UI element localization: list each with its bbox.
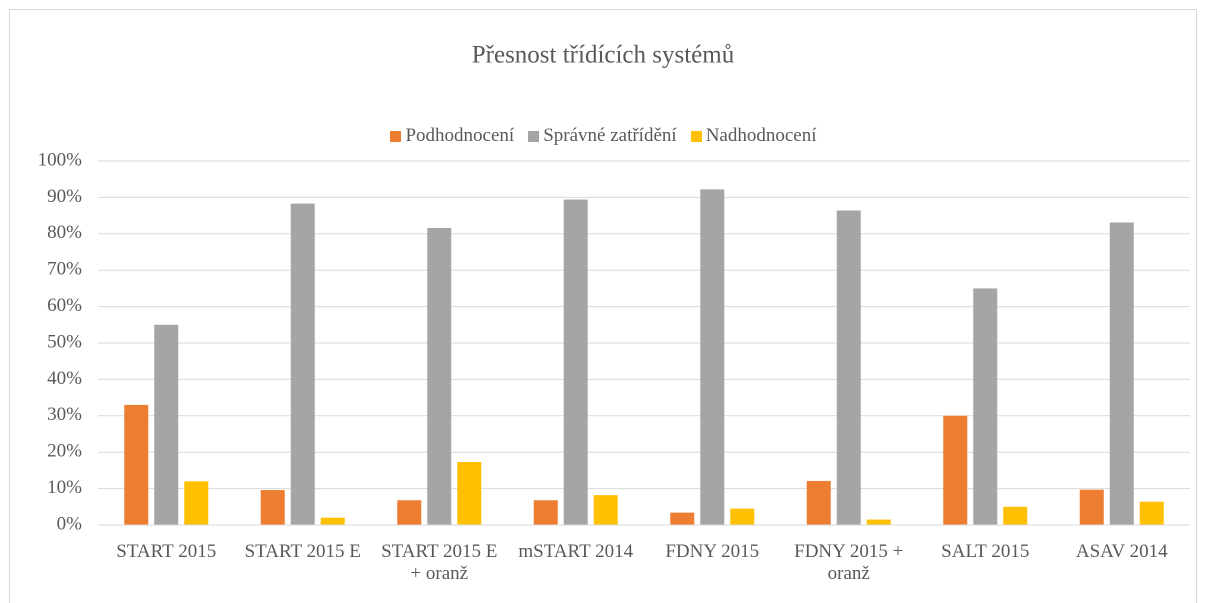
bar: [533, 500, 558, 525]
legend-item: Nadhodnocení: [690, 125, 817, 147]
x-tick-label: mSTART 2014: [518, 541, 634, 562]
x-tick-label: FDNY 2015: [665, 541, 760, 562]
legend-item: Správné zatřídění: [528, 125, 677, 147]
x-tick-label: FDNY 2015 + oranž: [794, 541, 904, 584]
legend-item: Podhodnocení: [390, 125, 514, 147]
bar: [1003, 506, 1028, 525]
bar: [457, 462, 482, 525]
y-tick-label: 10%: [47, 477, 82, 498]
y-tick-label: 60%: [47, 295, 82, 316]
bar: [1109, 222, 1134, 526]
legend: Podhodnocení Správné zatřídění Nadhodnocen…: [0, 125, 1207, 147]
bar: [593, 495, 618, 525]
bar: [154, 324, 179, 525]
bar: [943, 415, 968, 525]
y-tick-label: 100%: [38, 149, 83, 170]
x-tick-label: SALT 2015: [941, 541, 1030, 562]
x-tick-label: ASAV 2014: [1075, 541, 1168, 562]
bar: [973, 288, 998, 525]
bar: [124, 404, 149, 525]
legend-swatch: [528, 130, 540, 142]
legend-label: Podhodnocení: [405, 125, 515, 146]
legend-label: Správné zatřídění: [543, 125, 677, 146]
y-tick-label: 40%: [47, 368, 82, 389]
chart-border: [9, 9, 1197, 603]
x-tick-label: START 2015 E + oranž: [381, 541, 498, 584]
y-tick-label: 90%: [47, 186, 82, 207]
legend-swatch: [690, 130, 702, 142]
x-tick-label: START 2015: [116, 541, 217, 562]
bar: [670, 512, 695, 525]
bar: [397, 500, 422, 525]
chart-title: Přesnost třídících systémů: [472, 42, 735, 69]
bar: [730, 508, 755, 525]
bar: [260, 490, 285, 525]
y-tick-label: 20%: [47, 441, 82, 462]
bar: [427, 227, 452, 525]
y-tick-label: 0%: [57, 513, 83, 534]
legend-swatch: [390, 130, 402, 142]
y-tick-label: 30%: [47, 404, 82, 425]
bar: [290, 203, 315, 525]
bar: [1139, 501, 1164, 525]
bar: [836, 210, 861, 525]
y-tick-label: 80%: [47, 222, 82, 243]
bar: [184, 481, 209, 525]
bar: [700, 189, 725, 525]
y-tick-label: 70%: [47, 259, 82, 280]
y-tick-label: 50%: [47, 331, 82, 352]
bar: [320, 517, 345, 525]
bar: [866, 519, 891, 525]
legend-label: Nadhodnocení: [705, 125, 817, 146]
bar: [563, 199, 588, 526]
bar: [806, 480, 831, 525]
bar: [1079, 489, 1104, 525]
x-tick-label: START 2015 E: [244, 541, 361, 562]
